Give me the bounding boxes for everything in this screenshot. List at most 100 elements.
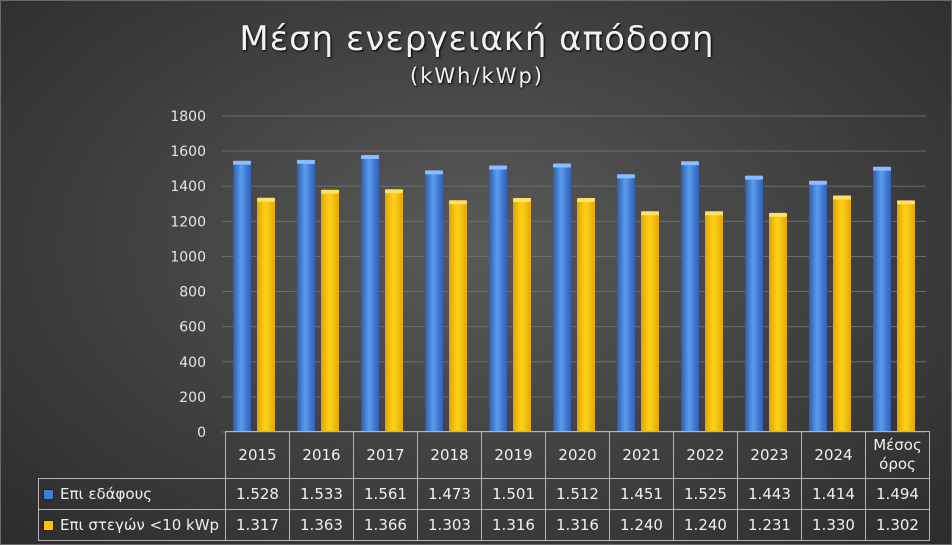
y-tick-label: 200: [179, 390, 206, 406]
legend-key-icon: [43, 489, 54, 500]
bar-body: [321, 192, 339, 432]
data-label: 1.240: [673, 509, 738, 541]
bar-body: [769, 215, 787, 432]
category-label: 2015: [225, 431, 290, 479]
bar-body: [745, 178, 763, 432]
category-label: 2024: [801, 431, 866, 479]
bar-body: [873, 169, 891, 432]
bar-roof: [769, 212, 787, 432]
bar-roof: [449, 200, 467, 432]
bar-cap: [577, 197, 595, 202]
category-label: 2016: [289, 431, 354, 479]
data-label: 1.533: [289, 478, 354, 510]
bar-cap: [833, 195, 851, 200]
bar-roof: [513, 197, 531, 432]
bar-roof: [897, 200, 915, 432]
y-tick-label: 1600: [170, 144, 206, 160]
bar-cap: [873, 166, 891, 171]
bar-body: [425, 173, 443, 432]
bar-ground: [233, 160, 251, 433]
bar-body: [553, 166, 571, 432]
bar-cap: [809, 180, 827, 185]
series-label: Επι εδάφους: [38, 478, 226, 510]
bar-cap: [233, 160, 251, 165]
bar-ground: [745, 175, 763, 432]
y-tick-label: 400: [179, 355, 206, 371]
series-label: Επι στεγών <10 kWp: [38, 509, 226, 541]
bar-cap: [385, 189, 403, 194]
data-label: 1.525: [673, 478, 738, 510]
bar-body: [513, 200, 531, 432]
bar-cap: [617, 174, 635, 179]
bar-body: [489, 168, 507, 433]
bar-roof: [257, 197, 275, 432]
series-name: Επι στεγών <10 kWp: [60, 516, 220, 534]
bar-cap: [425, 170, 443, 175]
bar-cap: [681, 161, 699, 166]
bar-cap: [257, 197, 275, 202]
bar-roof: [705, 211, 723, 432]
category-label: 2021: [609, 431, 674, 479]
category-label: Μέσος όρος: [865, 431, 930, 479]
bar-ground: [489, 165, 507, 433]
y-tick-label: 1800: [170, 109, 206, 125]
category-label: 2023: [737, 431, 802, 479]
bar-ground: [297, 159, 315, 432]
data-label: 1.231: [737, 509, 802, 541]
chart-subtitle: (kWh/kWp): [410, 64, 544, 88]
data-label: 1.443: [737, 478, 802, 510]
bar-ground: [553, 163, 571, 432]
data-label: 1.561: [353, 478, 418, 510]
data-table: 2015 2016 2017 2018 2019 2020 2021 2022 2023 2024…: [38, 431, 930, 541]
gridlines: [222, 115, 926, 433]
bar-ground: [681, 161, 699, 432]
bar-ground: [617, 174, 635, 432]
bar-cap: [297, 159, 315, 164]
bar-cap: [513, 197, 531, 202]
data-label: 1.330: [801, 509, 866, 541]
y-tick-label: 1400: [170, 179, 206, 195]
bar-ground: [425, 170, 443, 432]
bar-body: [705, 214, 723, 432]
bar-ground: [361, 154, 379, 433]
category-label: 2018: [417, 431, 482, 479]
data-label: 1.501: [481, 478, 546, 510]
data-label: 1.473: [417, 478, 482, 510]
bar-body: [361, 157, 379, 433]
bar-cap: [897, 200, 915, 205]
bar-cap: [745, 175, 763, 180]
bar-body: [233, 163, 251, 433]
bar-body: [641, 214, 659, 432]
bar-ground: [873, 166, 891, 432]
chart-title: Μέση ενεργειακή απόδοση: [239, 19, 715, 59]
bar-roof: [833, 195, 851, 432]
table-row: Επι στεγών <10 kWp 1.317 1.363 1.366 1.303 1.…: [38, 509, 930, 541]
bar-cap: [553, 163, 571, 168]
bar-ground: [809, 180, 827, 432]
data-label: 1.240: [609, 509, 674, 541]
legend-key-icon: [43, 520, 54, 531]
y-tick-label: 600: [179, 320, 206, 336]
bar-body: [617, 177, 635, 432]
bar-body: [297, 162, 315, 432]
y-tick-label: 1000: [170, 249, 206, 265]
bar-cap: [361, 154, 379, 159]
data-label: 1.317: [225, 509, 290, 541]
data-label: 1.451: [609, 478, 674, 510]
data-label: 1.528: [225, 478, 290, 510]
bar-body: [897, 203, 915, 432]
bar-body: [681, 164, 699, 432]
bar-cap: [321, 189, 339, 194]
data-label: 1.414: [801, 478, 866, 510]
bar-body: [809, 183, 827, 432]
bars: [233, 154, 915, 433]
series-name: Επι εδάφους: [60, 485, 153, 503]
data-label: 1.366: [353, 509, 418, 541]
data-label: 1.512: [545, 478, 610, 510]
category-label: 2017: [353, 431, 418, 479]
category-label: 2022: [673, 431, 738, 479]
category-label: 2020: [545, 431, 610, 479]
table-corner: [38, 431, 226, 479]
